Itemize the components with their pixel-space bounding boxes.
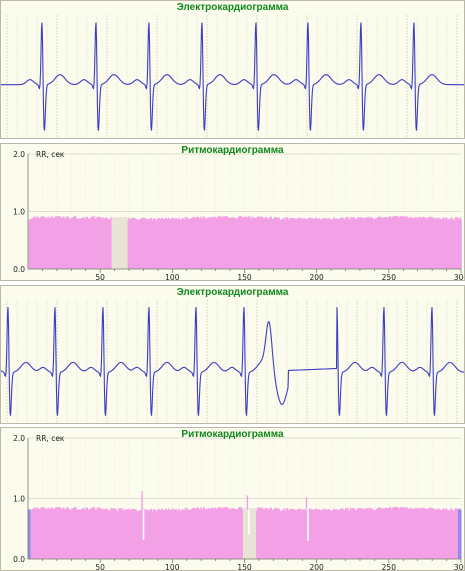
y-tick-label: 0.0 xyxy=(13,555,25,564)
x-tick-label: 300 xyxy=(454,273,465,281)
y-tick-label: 1.0 xyxy=(13,208,25,217)
rr-bars xyxy=(28,506,462,559)
rhythmogram-plot-1: 0.0 1.0 2.0 50 100 150 200 250 300 RR, сек xyxy=(13,150,465,281)
y-tick-label: 1.0 xyxy=(13,495,25,504)
rr-bars xyxy=(28,215,462,269)
x-tick-label: 100 xyxy=(165,273,180,281)
rr-edge-right xyxy=(458,509,461,559)
rhythmogram-panel-2: 0.0 1.0 2.0 50 100 150 200 250 300 RR, сек Ритмок… xyxy=(0,427,465,571)
ecg-title-2: Электрокардиограмма xyxy=(176,287,289,298)
ecg-trace xyxy=(1,22,464,131)
x-tick-label: 150 xyxy=(237,563,252,571)
rr-edge-left xyxy=(28,509,31,559)
y-tick-label: 2.0 xyxy=(13,150,25,159)
rhythmogram-plot-2: 0.0 1.0 2.0 50 100 150 200 250 300 RR, сек xyxy=(13,434,465,571)
ecg-grid xyxy=(6,15,458,138)
x-tick-label: 300 xyxy=(454,563,465,571)
rhythmogram-title-2: Ритмокардиограмма xyxy=(181,429,284,440)
rr-gap-region xyxy=(111,217,128,269)
ecg-title-1: Электрокардиограмма xyxy=(176,2,289,13)
x-tick-label: 200 xyxy=(310,273,325,281)
ecg-grid xyxy=(6,300,458,423)
ecg-panel-2: Электрокардиограмма xyxy=(0,285,465,424)
x-tick-label: 150 xyxy=(237,273,252,281)
y-axis-label: RR, сек xyxy=(36,434,65,443)
x-tick-label: 50 xyxy=(95,563,105,571)
y-tick-label: 0.0 xyxy=(13,265,25,274)
y-tick-label: 2.0 xyxy=(13,434,25,443)
x-tick-label: 100 xyxy=(165,563,180,571)
ecg-plot-1 xyxy=(1,15,464,138)
rhythmogram-panel-1: 0.0 1.0 2.0 50 100 150 200 250 300 RR, сек Ритмок… xyxy=(0,143,465,281)
x-tick-label: 250 xyxy=(382,273,397,281)
x-tick-label: 50 xyxy=(95,273,105,281)
ecg-panel-1: Электрокардиограмма xyxy=(0,0,465,139)
x-tick-label: 250 xyxy=(382,563,397,571)
y-axis-label: RR, сек xyxy=(36,150,65,159)
x-tick-label: 200 xyxy=(310,563,325,571)
rhythmogram-title-1: Ритмокардиограмма xyxy=(181,145,284,156)
ecg-plot-2 xyxy=(1,300,464,423)
ecg-trace xyxy=(1,307,464,416)
